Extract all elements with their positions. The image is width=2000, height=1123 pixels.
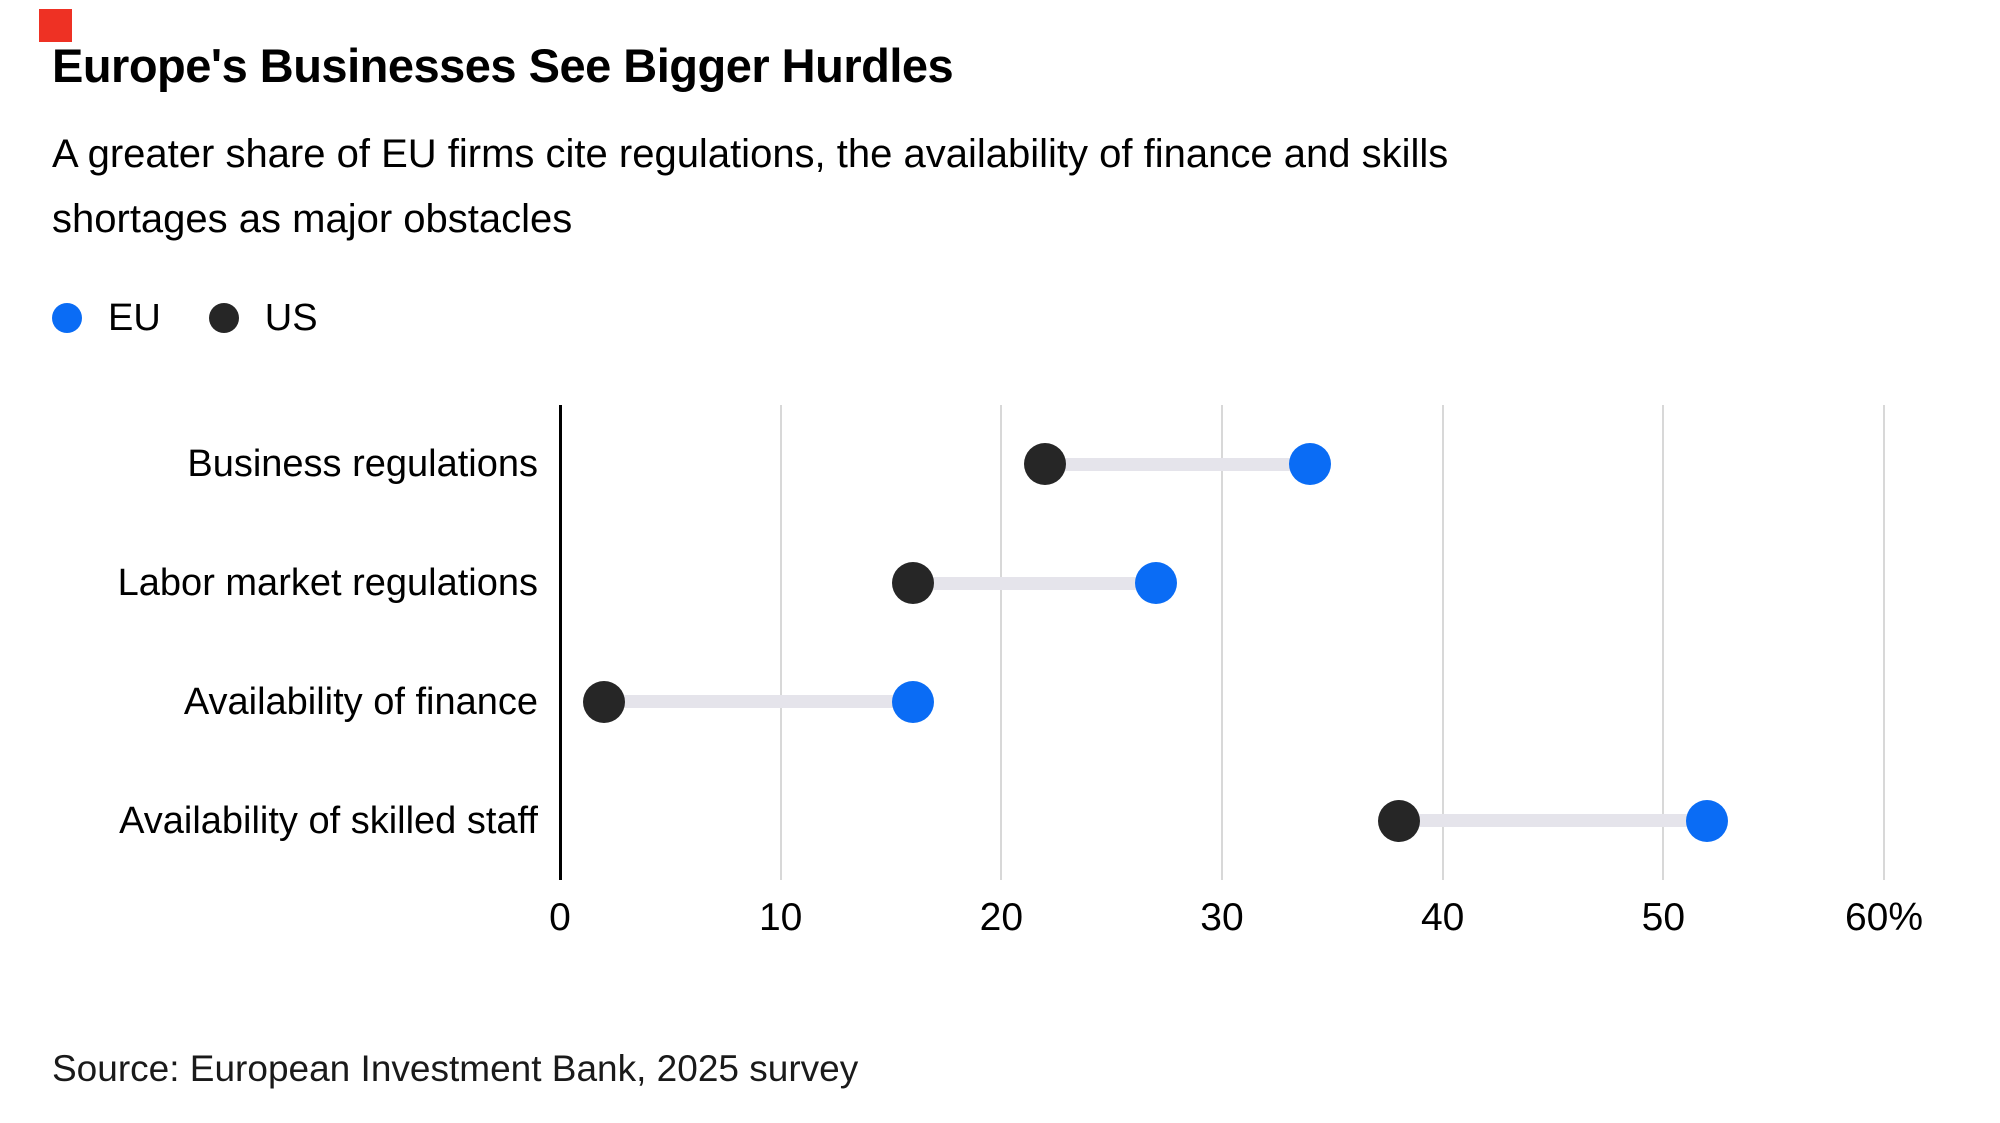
x-tick-label: 50 <box>1641 896 1686 939</box>
x-tick-label: 60% <box>1844 896 1924 939</box>
gridline <box>1000 405 1003 880</box>
us-dot <box>1024 443 1067 486</box>
x-tick-label: 10 <box>758 896 803 939</box>
gridline <box>1883 405 1885 880</box>
brand-mark <box>39 9 72 42</box>
gridline <box>1662 405 1665 880</box>
gridline <box>779 405 782 880</box>
x-tick-label: 20 <box>979 896 1024 939</box>
gridline <box>1441 405 1444 880</box>
us-dot <box>892 562 935 605</box>
gridline <box>1221 405 1223 880</box>
eu-dot <box>1686 799 1729 842</box>
us-dot <box>583 680 626 723</box>
legend-item-us: US <box>208 296 318 340</box>
category-label: Availability of skilled staff <box>119 799 538 842</box>
x-tick-label: 40 <box>1420 896 1465 939</box>
y-axis-line <box>558 405 562 880</box>
us-dot-icon <box>208 303 239 333</box>
eu-dot <box>892 680 935 723</box>
chart-title: Europe's Businesses See Bigger Hurdles <box>52 39 954 92</box>
legend-label-us: US <box>264 296 318 339</box>
legend-label-eu: EU <box>108 296 161 339</box>
x-tick-label: 0 <box>549 896 571 939</box>
source-note: Source: European Investment Bank, 2025 s… <box>52 1048 859 1089</box>
dumbbell-connector <box>1045 457 1311 471</box>
category-label: Business regulations <box>187 443 538 486</box>
category-label: Labor market regulations <box>117 562 538 605</box>
eu-dot-icon <box>52 303 82 333</box>
dumbbell-connector <box>913 576 1156 590</box>
legend: EU US <box>52 297 318 339</box>
x-tick-label: 30 <box>1200 896 1244 939</box>
chart-subtitle: A greater share of EU firms cite regulat… <box>52 132 1449 241</box>
us-dot <box>1377 799 1420 842</box>
category-label: Availability of finance <box>183 680 538 723</box>
dumbbell-connector <box>1398 814 1708 828</box>
eu-dot <box>1289 443 1332 486</box>
eu-dot <box>1134 562 1177 605</box>
legend-item-eu: EU <box>52 297 161 340</box>
dumbbell-connector <box>604 695 914 709</box>
